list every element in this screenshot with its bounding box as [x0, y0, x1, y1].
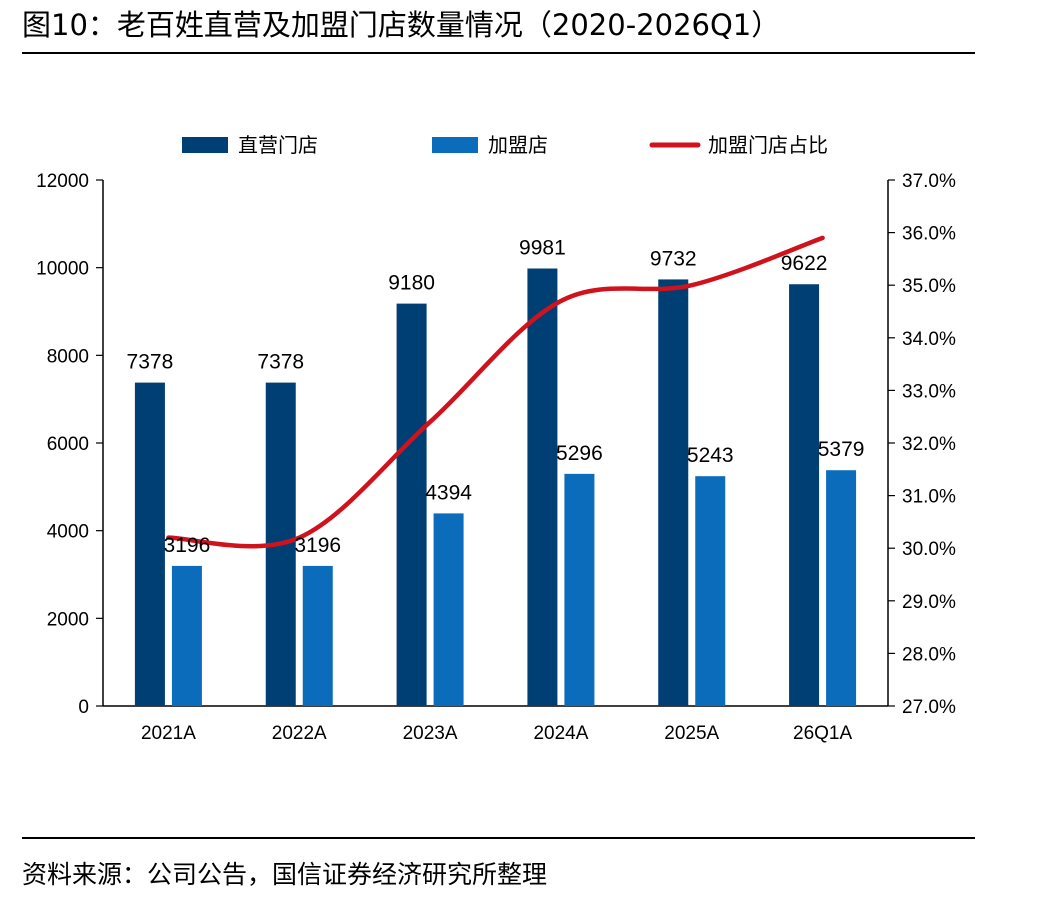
bar-franchise [433, 513, 464, 706]
x-tick-label: 2022A [272, 723, 327, 744]
legend-swatch-direct [182, 137, 228, 153]
bar-direct [134, 382, 165, 706]
data-label-direct: 9180 [388, 272, 435, 295]
data-label-direct: 7378 [257, 351, 304, 374]
data-label-direct: 9981 [519, 236, 566, 259]
ratio-line-layer [166, 235, 825, 549]
bar-franchise [695, 476, 726, 706]
x-tick-label: 2023A [403, 723, 458, 744]
bar-franchise [302, 565, 333, 706]
y-right-tick-label: 36.0% [902, 224, 956, 245]
title-divider [22, 52, 975, 54]
axes: 0 2000 4000 6000 8000 10000 12000 27.0% 28.0% 29.… [36, 171, 956, 744]
bars [134, 268, 857, 706]
data-label-direct: 9622 [781, 252, 828, 275]
bar-franchise [564, 473, 595, 706]
x-tick-label: 2025A [664, 723, 719, 744]
y-right-tick-label: 37.0% [902, 171, 956, 192]
bar-direct [527, 268, 558, 706]
legend-label-franchise: 加盟店 [488, 133, 548, 157]
chart-title: 图10：老百姓直营及加盟门店数量情况（2020-2026Q1） [22, 8, 781, 42]
y-right-tick-label: 35.0% [902, 276, 956, 297]
bar-direct [789, 284, 820, 706]
data-label-franchise: 5243 [687, 444, 734, 467]
ratio-line [166, 235, 825, 549]
y-right-tick-label: 27.0% [902, 697, 956, 718]
bar-direct [658, 279, 689, 706]
data-label-direct: 9732 [650, 247, 697, 270]
y-left-tick-label: 4000 [47, 522, 89, 543]
y-left-tick-label: 10000 [36, 259, 89, 280]
y-left-tick-label: 8000 [47, 346, 89, 367]
legend-label-ratio: 加盟门店占比 [708, 133, 828, 157]
data-label-franchise: 3196 [294, 534, 341, 557]
y-right-tick-label: 33.0% [902, 381, 956, 402]
data-label-direct: 7378 [127, 351, 174, 374]
y-left-tick-label: 12000 [36, 171, 89, 192]
x-tick-label: 2024A [533, 723, 588, 744]
y-right-tick-label: 28.0% [902, 644, 956, 665]
y-right-tick-label: 31.0% [902, 487, 956, 508]
bar-franchise [171, 565, 202, 706]
legend-label-direct: 直营门店 [238, 133, 318, 157]
y-right-tick-label: 29.0% [902, 592, 956, 613]
data-label-franchise: 5296 [556, 442, 603, 465]
y-right-tick-label: 30.0% [902, 539, 956, 560]
y-right-tick-label: 34.0% [902, 329, 956, 350]
y-right-tick-label: 32.0% [902, 434, 956, 455]
bar-direct [396, 303, 427, 706]
data-labels: 7378 3196 7378 3196 9180 4394 9981 5296 9732 5243… [127, 236, 865, 556]
y-left-tick-label: 6000 [47, 434, 89, 455]
bar-franchise [826, 470, 857, 706]
x-tick-label: 26Q1A [793, 723, 852, 744]
data-label-franchise: 4394 [425, 481, 472, 504]
source-divider [22, 837, 975, 839]
legend: 直营门店 加盟店 加盟门店占比 [182, 133, 828, 157]
legend-swatch-franchise [432, 137, 478, 153]
y-left-tick-label: 2000 [47, 609, 89, 630]
x-tick-label: 2021A [141, 723, 196, 744]
y-left-tick-label: 0 [78, 697, 89, 718]
data-label-franchise: 3196 [164, 534, 211, 557]
source-note: 资料来源：公司公告，国信证券经济研究所整理 [22, 860, 548, 889]
data-label-franchise: 5379 [818, 438, 865, 461]
